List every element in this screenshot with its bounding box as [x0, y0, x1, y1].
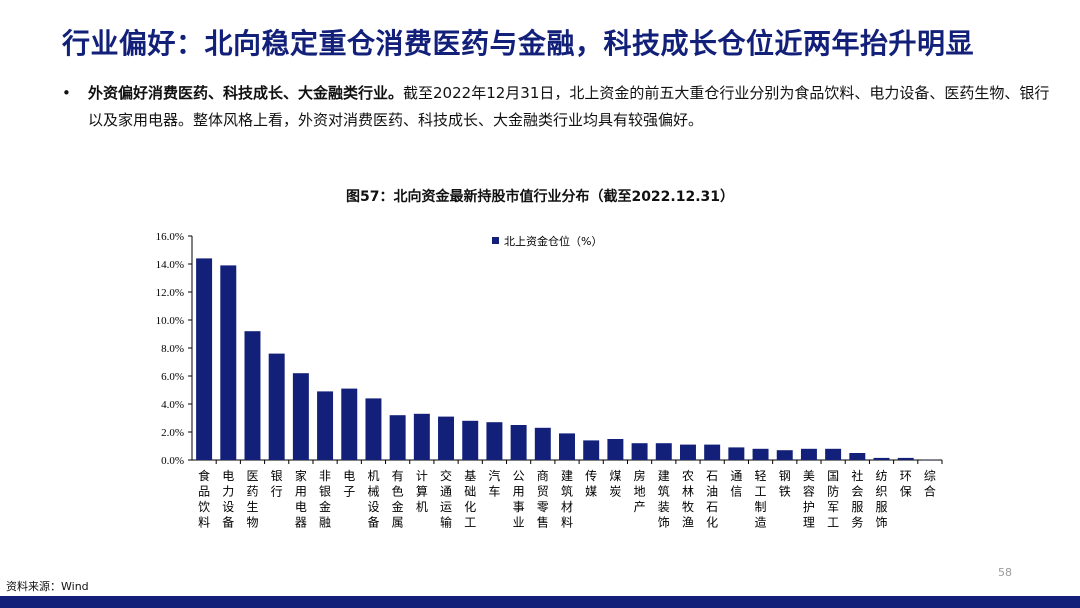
- x-category-label: 环保: [900, 469, 912, 499]
- y-tick-label: 10.0%: [156, 315, 184, 327]
- x-category-label: 轻工制造: [755, 469, 767, 530]
- x-category-label: 基础化工: [464, 469, 476, 530]
- y-tick-label: 2.0%: [161, 427, 184, 439]
- y-tick-label: 16.0%: [156, 231, 184, 243]
- source-note: 资料来源：Wind: [6, 580, 89, 593]
- bullet-marker: •: [62, 84, 71, 102]
- x-category-label: 非银金融: [319, 469, 331, 530]
- y-tick-label: 12.0%: [156, 287, 184, 299]
- x-category-label: 电子: [343, 469, 355, 499]
- bullet-body-text: 截至2022年12月31日，北上资金的前五大重仓行业分别为食品饮料、电力设备、医…: [88, 84, 1050, 129]
- x-category-label: 综合: [924, 469, 936, 499]
- bullet-text: 外资偏好消费医药、科技成长、大金融类行业。截至2022年12月31日，北上资金的…: [88, 80, 1052, 134]
- bar: [462, 420, 479, 460]
- x-category-label: 商贸零售: [537, 468, 549, 530]
- bar: [534, 427, 551, 460]
- x-category-label: 传媒: [585, 468, 597, 499]
- chart-title: 图57：北向资金最新持股市值行业分布（截至2022.12.31）: [345, 189, 735, 205]
- bar: [631, 443, 648, 460]
- x-category-label: 石油石化: [706, 469, 718, 530]
- x-category-label: 纺织服饰: [876, 469, 888, 530]
- bar: [704, 444, 721, 460]
- legend-swatch: [492, 237, 499, 244]
- y-tick-label: 4.0%: [161, 399, 184, 411]
- x-category-label: 钢铁: [779, 469, 791, 499]
- bar: [607, 439, 624, 460]
- bar: [825, 448, 842, 460]
- bar: [244, 331, 261, 460]
- bar: [196, 258, 213, 460]
- slide-title: 行业偏好：北向稳定重仓消费医药与金融，科技成长仓位近两年抬升明显: [62, 27, 975, 60]
- bar: [728, 447, 745, 460]
- legend-label: 北上资金仓位（%）: [504, 234, 602, 248]
- x-category-label: 建筑材料: [561, 469, 573, 530]
- page-number: 58: [998, 566, 1012, 579]
- bar: [873, 457, 890, 460]
- x-category-label: 汽车: [488, 468, 500, 499]
- bullet-bold-text: 外资偏好消费医药、科技成长、大金融类行业。: [88, 84, 404, 102]
- x-category-label: 计算机: [416, 469, 428, 514]
- bar: [317, 391, 334, 460]
- x-category-label: 银行: [271, 469, 283, 499]
- bar: [438, 416, 455, 460]
- y-tick-label: 8.0%: [161, 343, 184, 355]
- bar: [679, 444, 696, 460]
- bar: [849, 453, 866, 460]
- x-category-label: 社会服务: [851, 468, 863, 530]
- x-category-label: 建筑装饰: [658, 469, 670, 530]
- bar: [389, 415, 406, 460]
- y-tick-label: 6.0%: [161, 371, 184, 383]
- bar: [776, 450, 793, 460]
- bar: [559, 433, 575, 460]
- x-category-label: 医药生物: [246, 469, 258, 530]
- bar: [655, 443, 672, 460]
- x-category-label: 有色金属: [392, 469, 404, 530]
- y-tick-label: 14.0%: [156, 259, 184, 271]
- bar: [897, 457, 914, 460]
- x-category-label: 家用电器: [295, 468, 307, 530]
- y-tick-label: 0.0%: [161, 455, 184, 467]
- x-category-label: 美容护理: [803, 469, 815, 530]
- bar: [365, 398, 382, 460]
- x-category-label: 交通运输: [440, 468, 452, 530]
- x-category-label: 机械设备: [367, 469, 379, 530]
- x-category-label: 国防军工: [827, 469, 839, 530]
- x-category-label: 煤炭: [609, 469, 621, 499]
- x-category-label: 电力设备: [222, 469, 234, 530]
- x-category-label: 房地产: [634, 468, 646, 514]
- x-category-label: 公用事业: [513, 469, 525, 530]
- footer-bar: [0, 596, 1080, 608]
- bar: [341, 388, 358, 460]
- bar: [292, 373, 309, 460]
- bar: [583, 440, 600, 460]
- x-category-label: 通信: [730, 469, 742, 499]
- x-category-label: 农林牧渔: [682, 469, 694, 530]
- bar: [752, 448, 769, 460]
- x-category-label: 食品饮料: [198, 468, 210, 530]
- bar: [486, 422, 503, 460]
- bar: [220, 265, 237, 460]
- bar: [800, 448, 817, 460]
- bar: [413, 413, 430, 460]
- bar: [268, 353, 285, 460]
- bar: [510, 425, 527, 460]
- bullet-paragraph: • 外资偏好消费医药、科技成长、大金融类行业。截至2022年12月31日，北上资…: [62, 80, 1052, 134]
